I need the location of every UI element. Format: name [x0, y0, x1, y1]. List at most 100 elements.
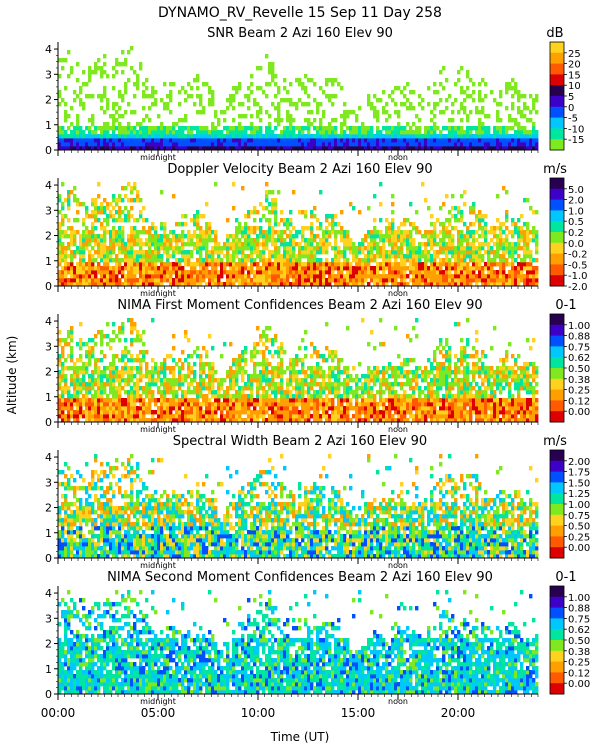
data-cell: [310, 246, 314, 251]
data-cell: [460, 258, 464, 263]
data-cell: [310, 110, 314, 115]
data-cell: [181, 418, 185, 423]
data-cell: [343, 122, 347, 127]
data-cell: [316, 262, 320, 267]
data-cell: [481, 98, 485, 103]
data-cell: [283, 270, 287, 275]
data-cell: [208, 398, 212, 403]
panel-title: SNR Beam 2 Azi 160 Elev 90: [207, 26, 393, 41]
data-cell: [373, 110, 377, 115]
data-cell: [175, 418, 179, 423]
data-cell: [106, 98, 110, 103]
data-cell: [160, 410, 164, 415]
data-cell: [499, 262, 503, 267]
data-cell: [466, 70, 470, 75]
data-cell: [91, 382, 95, 387]
data-cell: [268, 62, 272, 67]
data-cell: [307, 274, 311, 279]
data-cell: [409, 234, 413, 239]
data-cell: [283, 254, 287, 259]
data-cell: [265, 134, 269, 139]
data-cell: [412, 134, 416, 139]
data-cell: [457, 206, 461, 211]
data-cell: [79, 346, 83, 351]
colorbar-label: 10: [568, 81, 581, 92]
data-cell: [199, 378, 203, 383]
data-cell: [259, 282, 263, 287]
data-cell: [67, 134, 71, 139]
data-cell: [127, 402, 131, 407]
data-cell: [376, 142, 380, 147]
data-cell: [481, 138, 485, 143]
data-cell: [199, 142, 203, 147]
data-cell: [241, 242, 245, 247]
data-cell: [193, 410, 197, 415]
data-cell: [430, 246, 434, 251]
data-cell: [409, 238, 413, 243]
data-cell: [403, 254, 407, 259]
data-cell: [169, 406, 173, 411]
data-cell: [478, 118, 482, 123]
data-cell: [79, 382, 83, 387]
data-cell: [532, 138, 536, 143]
data-cell: [346, 126, 350, 131]
data-cell: [76, 78, 80, 83]
data-cell: [241, 398, 245, 403]
data-cell: [463, 202, 467, 207]
data-cell: [436, 138, 440, 143]
data-cell: [337, 282, 341, 287]
data-cell: [232, 362, 236, 367]
data-cell: [376, 98, 380, 103]
data-cell: [280, 230, 284, 235]
data-cell: [112, 394, 116, 399]
data-cell: [400, 266, 404, 271]
data-cell: [64, 338, 68, 343]
data-cell: [487, 254, 491, 259]
data-cell: [268, 70, 272, 75]
data-cell: [439, 82, 443, 87]
data-cell: [481, 130, 485, 135]
data-cell: [493, 142, 497, 147]
data-cell: [172, 414, 176, 419]
data-cell: [463, 250, 467, 255]
data-cell: [247, 242, 251, 247]
data-cell: [265, 138, 269, 143]
data-cell: [535, 146, 539, 151]
data-cell: [139, 366, 143, 371]
data-cell: [133, 262, 137, 267]
data-cell: [157, 246, 161, 251]
data-cell: [373, 242, 377, 247]
data-cell: [412, 226, 416, 231]
data-cell: [112, 258, 116, 263]
data-cell: [127, 266, 131, 271]
data-cell: [160, 378, 164, 383]
data-cell: [517, 242, 521, 247]
data-cell: [427, 146, 431, 151]
data-cell: [136, 394, 140, 399]
data-cell: [205, 238, 209, 243]
data-cell: [70, 106, 74, 111]
data-cell: [73, 138, 77, 143]
data-cell: [118, 374, 122, 379]
data-cell: [118, 210, 122, 215]
data-cell: [121, 354, 125, 359]
data-cell: [124, 366, 128, 371]
data-cell: [259, 378, 263, 383]
data-cell: [121, 142, 125, 147]
data-cell: [103, 142, 107, 147]
data-cell: [265, 258, 269, 263]
data-cell: [196, 74, 200, 79]
data-cell: [427, 138, 431, 143]
data-cell: [196, 130, 200, 135]
data-cell: [511, 138, 515, 143]
data-cell: [67, 418, 71, 423]
data-cell: [76, 266, 80, 271]
data-cell: [67, 242, 71, 247]
data-cell: [526, 246, 530, 251]
data-cell: [466, 270, 470, 275]
data-cell: [397, 238, 401, 243]
data-cell: [208, 274, 212, 279]
data-cell: [268, 130, 272, 135]
data-cell: [232, 270, 236, 275]
data-cell: [505, 210, 509, 215]
